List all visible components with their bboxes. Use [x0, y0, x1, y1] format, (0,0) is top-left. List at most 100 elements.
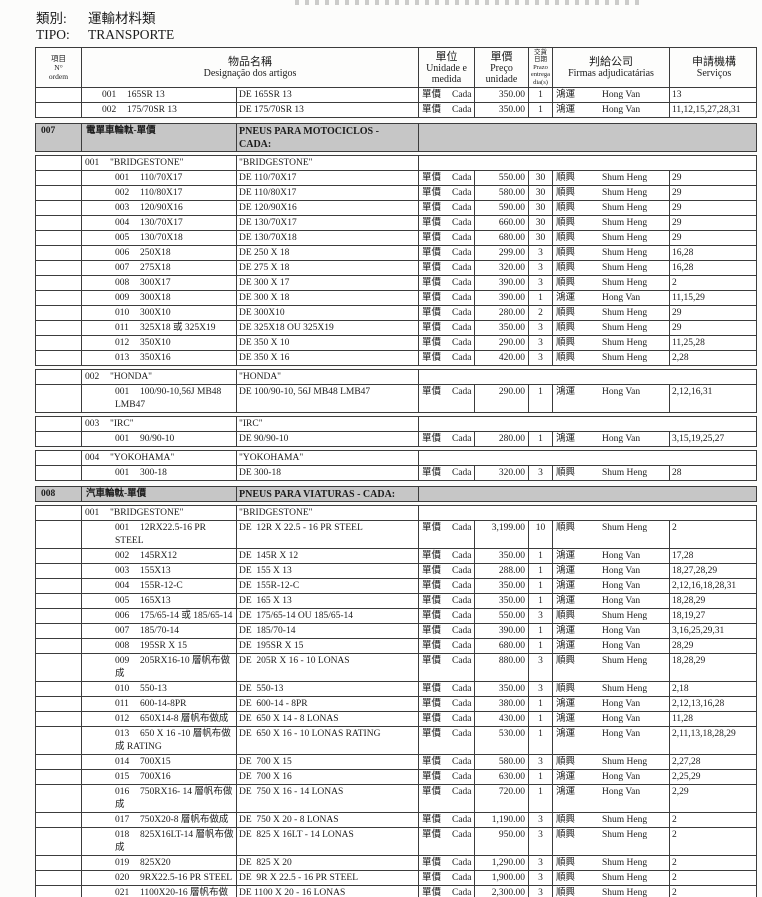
header-firm-zh: 判給公司: [589, 56, 633, 68]
firm-cell: 順興 Shum Heng: [552, 521, 669, 548]
tipo-value: TRANSPORTE: [88, 27, 175, 42]
designation-pt-cell: DE 275 X 18: [236, 261, 418, 275]
firm-en: Hong Van: [602, 772, 641, 782]
ordem-cell: [36, 321, 81, 335]
designation-zh-cell: 001 12RX22.5-16 PR STEEL: [81, 521, 236, 548]
item-code: 008: [115, 641, 130, 651]
unit-cell: 單價 Cada: [418, 770, 474, 784]
firm-cell: 鴻運 Hong Van: [552, 432, 669, 446]
delivery-days-cell: 1: [528, 103, 552, 117]
firm-zh: 順興: [556, 353, 576, 363]
designation-pt-cell: DE 650 X 16 - 10 LONAS RATING: [236, 727, 418, 754]
unit-zh: 單價: [422, 387, 442, 397]
price-table: 項目 N° ordem 物品名稱 Designação dos artigos …: [35, 47, 757, 897]
unit-cell: 單價 Cada: [418, 609, 474, 623]
firm-zh: 鴻運: [556, 714, 576, 724]
unit-zh: 單價: [422, 323, 442, 333]
firm-zh: 順興: [556, 233, 576, 243]
ordem-cell: [36, 682, 81, 696]
firm-zh: 順興: [556, 757, 576, 767]
item-row: 001 165SR 13 DE 165SR 13 單價 Cada 350.00 1 鴻運 Hon…: [35, 87, 757, 103]
designation-pt-cell: DE 100/90-10, 56J MB48 LMB47: [236, 385, 418, 412]
firm-zh: 順興: [556, 278, 576, 288]
delivery-days-cell: 3: [528, 246, 552, 260]
item-row: 001 100/90-10,56J MB48 LMB47 DE 100/90-10,…: [35, 384, 757, 413]
designation-zh-cell: 021 1100X20-16 層帆布做成: [81, 886, 236, 897]
unit-zh: 單價: [422, 523, 442, 533]
firm-cell: 順興 Shum Heng: [552, 609, 669, 623]
item-row: 007 185/70-14 DE 185/70-14 單價 Cada 390.00 1 鴻運 H…: [35, 623, 757, 639]
firm-zh: 順興: [556, 684, 576, 694]
price-cell: 288.00: [474, 564, 528, 578]
unit-cell: 單價 Cada: [418, 186, 474, 200]
designation-pt-cell: DE 1100 X 20 - 16 LONAS: [236, 886, 418, 897]
firm-en: Hong Van: [602, 714, 641, 724]
unit-zh: 單價: [422, 888, 442, 897]
unit-zh: 單價: [422, 263, 442, 273]
header-delivery-l3: entrega: [530, 71, 551, 79]
header-unit-pt1: Unidade e: [426, 62, 467, 74]
price-cell: 390.00: [474, 624, 528, 638]
unit-cell: 單價 Cada: [418, 727, 474, 754]
designation-zh-cell: 001 100/90-10,56J MB48 LMB47: [81, 385, 236, 412]
firm-zh: 順興: [556, 888, 576, 897]
section-row: 008 汽車輪軚-單價 PNEUS PARA VIATURAS - CADA:: [35, 486, 757, 502]
firm-zh: 順興: [556, 858, 576, 868]
ordem-cell: [36, 594, 81, 608]
unit-zh: 單價: [422, 468, 442, 478]
firm-en: Shum Heng: [602, 353, 648, 363]
designation-zh-cell: 017 750X20-8 層帆布做成: [81, 813, 236, 827]
designation-pt-cell: DE 700 X 15: [236, 755, 418, 769]
services-cell: 28: [669, 466, 758, 480]
firm-cell: 順興 Shum Heng: [552, 871, 669, 885]
unit-cell: 單價 Cada: [418, 385, 474, 412]
header-firm: 判給公司 Firmas adjudicatárias: [552, 48, 669, 87]
firm-zh: 順興: [556, 523, 576, 533]
unit-cell: 單價 Cada: [418, 246, 474, 260]
services-cell: 2,11,13,18,28,29: [669, 727, 758, 754]
designation-pt-cell: DE 600-14 - 8PR: [236, 697, 418, 711]
item-row: 012 350X10 DE 350 X 10 單價 Cada 290.00 3 順興 Shum …: [35, 335, 757, 351]
header-unit-zh: 單位: [435, 50, 458, 63]
designation-zh-text: 90/90-10: [140, 434, 175, 444]
firm-cell: 鴻運 Hong Van: [552, 103, 669, 117]
services-cell: 2,18: [669, 682, 758, 696]
firm-cell: 鴻運 Hong Van: [552, 385, 669, 412]
unit-pt: Cada: [452, 188, 472, 198]
designation-pt-cell: DE 300 X 17: [236, 276, 418, 290]
price-cell: 320.00: [474, 466, 528, 480]
tipo-label: TIPO:: [36, 27, 70, 42]
unit-zh: 單價: [422, 699, 442, 709]
unit-cell: 單價 Cada: [418, 466, 474, 480]
services-cell: 29: [669, 216, 758, 230]
header-delivery-l4: dia(s): [533, 78, 548, 86]
designation-pt-cell: PNEUS PARA VIATURAS - CADA:: [236, 487, 418, 501]
designation-pt-cell: DE 300 X 18: [236, 291, 418, 305]
services-cell: 2,12,13,16,28: [669, 697, 758, 711]
ordem-cell: [36, 276, 81, 290]
header-firm-pt: Firmas adjudicatárias: [568, 68, 654, 79]
ordem-cell: [36, 291, 81, 305]
designation-zh-cell: 010 550-13: [81, 682, 236, 696]
designation-zh-cell: 001 300-18: [81, 466, 236, 480]
unit-pt: Cada: [452, 105, 472, 115]
unit-zh: 單價: [422, 626, 442, 636]
item-row: 007 275X18 DE 275 X 18 單價 Cada 320.00 3 順興 Shum …: [35, 260, 757, 276]
ordem-cell: [36, 417, 81, 431]
category-line: 類別: 運輸材料類: [36, 11, 762, 27]
firm-cell: 鴻運 Hong Van: [552, 579, 669, 593]
designation-pt-cell: "BRIDGESTONE": [236, 506, 418, 520]
firm-cell: 順興 Shum Heng: [552, 216, 669, 230]
designation-zh-text: 175/65-14 或 185/65-14: [140, 611, 233, 621]
designation-zh-text: 12RX22.5-16 PR STEEL: [115, 523, 209, 546]
designation-zh-text: 700X15: [140, 757, 171, 767]
designation-zh-text: 300X17: [140, 278, 171, 288]
ordem-cell: [36, 246, 81, 260]
ordem-cell: [36, 886, 81, 897]
services-cell: 18,27,28,29: [669, 564, 758, 578]
designation-zh-cell: 011 325X18 或 325X19: [81, 321, 236, 335]
price-cell: 550.00: [474, 171, 528, 185]
unit-zh: 單價: [422, 566, 442, 576]
designation-zh-text: 550-13: [140, 684, 167, 694]
item-row: 006 250X18 DE 250 X 18 單價 Cada 299.00 3 順興 Shum …: [35, 245, 757, 261]
